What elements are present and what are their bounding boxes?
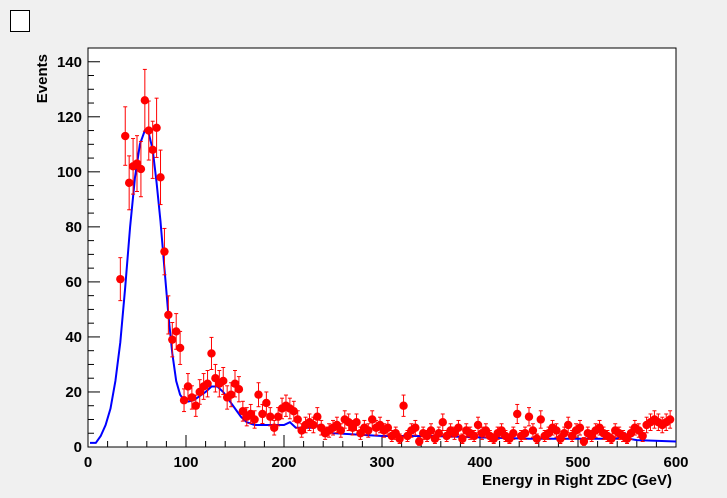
data-point <box>536 415 545 424</box>
data-point <box>454 423 463 432</box>
data-point <box>172 327 181 336</box>
y-tick-label: 20 <box>65 384 82 401</box>
data-point <box>262 398 271 408</box>
data-point <box>226 390 236 399</box>
data-point <box>415 437 424 446</box>
y-tick-label: 100 <box>57 164 82 181</box>
data-point <box>187 393 197 402</box>
data-point <box>140 96 150 105</box>
data-point <box>219 376 228 386</box>
data-point <box>426 426 436 435</box>
data-point <box>203 379 212 388</box>
data-point <box>207 349 216 358</box>
data-point <box>473 420 483 430</box>
data-point <box>124 178 134 188</box>
data-point <box>395 434 404 443</box>
data-point <box>411 423 420 432</box>
x-tick-label: 100 <box>173 454 198 471</box>
data-point <box>560 429 569 438</box>
data-point <box>552 426 561 435</box>
data-point <box>638 431 647 441</box>
data-point <box>575 423 585 432</box>
data-point <box>270 423 279 432</box>
data-point <box>183 382 193 391</box>
data-point <box>254 390 263 399</box>
data-point <box>191 401 200 410</box>
data-point <box>438 418 447 427</box>
x-tick-label: 200 <box>271 454 296 471</box>
data-point <box>289 407 298 416</box>
data-point <box>175 343 185 353</box>
data-point <box>399 401 408 410</box>
data-point <box>258 409 267 419</box>
data-point <box>665 415 675 424</box>
data-point <box>364 426 373 435</box>
data-point <box>234 385 244 394</box>
data-point <box>168 335 177 344</box>
x-tick-label: 300 <box>369 454 394 471</box>
data-point <box>352 418 361 427</box>
data-point <box>513 409 522 419</box>
data-point <box>336 426 346 435</box>
data-point <box>250 415 259 424</box>
plot-frame <box>87 47 677 448</box>
data-point <box>524 412 534 421</box>
x-axis-title: Energy in Right ZDC (GeV) <box>482 472 672 489</box>
data-point <box>509 429 518 438</box>
data-point <box>160 247 169 256</box>
x-tick-label: 600 <box>663 454 688 471</box>
data-point <box>368 415 377 424</box>
data-point <box>564 420 573 430</box>
y-tick-label: 0 <box>74 439 82 456</box>
y-axis-title: Events <box>34 54 51 103</box>
data-point <box>579 437 589 446</box>
data-point <box>179 396 189 405</box>
data-point <box>148 145 157 155</box>
data-point <box>273 412 283 421</box>
data-point <box>383 423 393 432</box>
data-point <box>607 434 616 443</box>
y-tick-label: 80 <box>65 219 82 236</box>
data-point <box>164 310 173 320</box>
canvas-box-marker <box>10 10 30 32</box>
data-point <box>434 429 444 438</box>
data-point <box>156 173 165 182</box>
data-point <box>532 434 542 443</box>
data-point <box>313 412 322 421</box>
y-tick-label: 40 <box>65 329 82 346</box>
y-tick-label: 140 <box>57 54 82 71</box>
y-tick-label: 60 <box>65 274 82 291</box>
data-point <box>266 412 275 421</box>
data-point <box>469 431 479 441</box>
x-tick-label: 0 <box>84 454 92 471</box>
data-point <box>152 123 161 132</box>
y-tick-label: 120 <box>57 109 82 126</box>
data-point <box>293 415 302 424</box>
data-point <box>136 164 146 174</box>
data-point <box>520 429 530 438</box>
data-point <box>458 434 467 443</box>
data-point <box>309 420 318 430</box>
data-point <box>528 426 538 435</box>
data-point <box>144 126 153 135</box>
data-point <box>121 131 130 141</box>
data-point <box>116 274 125 284</box>
x-tick-label: 500 <box>565 454 590 471</box>
x-tick-label: 400 <box>467 454 492 471</box>
